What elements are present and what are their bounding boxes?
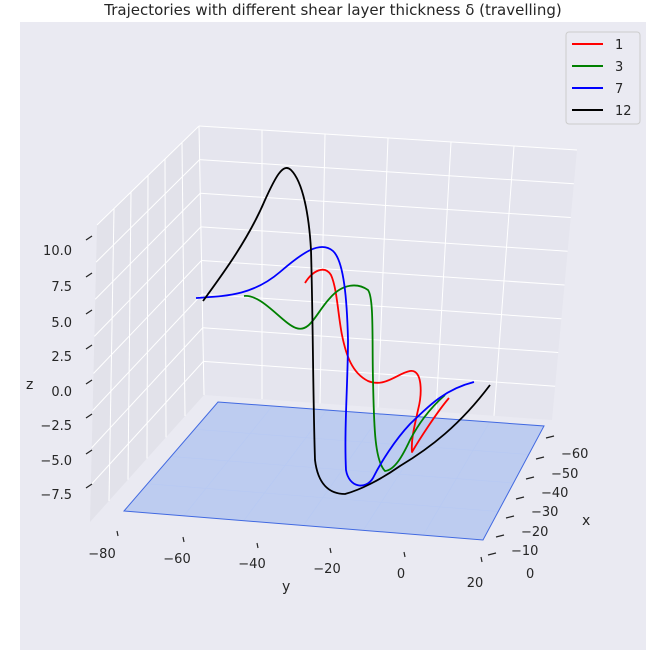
z-tick xyxy=(85,413,93,419)
y-axis-label: y xyxy=(282,579,290,595)
legend: 1 3 7 12 xyxy=(565,31,641,125)
y-tick xyxy=(182,536,185,543)
back-hgrid xyxy=(199,159,574,185)
x-tick-label: −20 xyxy=(521,525,548,540)
z-plane xyxy=(122,401,545,541)
series-line-1 xyxy=(304,268,450,453)
pane-edge xyxy=(96,125,200,226)
x-axis-label: x xyxy=(582,513,590,529)
y-tick xyxy=(329,547,332,554)
z-tick xyxy=(85,272,93,278)
left-hgrid xyxy=(91,327,204,449)
legend-label-7: 7 xyxy=(615,82,623,97)
z-tick xyxy=(85,449,93,455)
left-hgrid xyxy=(94,192,201,300)
x-tick-label: −10 xyxy=(511,544,538,559)
z-tick-label: 5.0 xyxy=(51,316,72,331)
back-hgrid xyxy=(202,327,559,353)
back-hgrid xyxy=(200,192,571,218)
legend-label-12: 12 xyxy=(615,104,632,119)
y-tick-label: −60 xyxy=(163,552,190,567)
back-hgrid xyxy=(202,293,562,320)
z-tick-label: 10.0 xyxy=(43,244,72,259)
x-tick xyxy=(495,534,505,538)
x-tick-label: −40 xyxy=(541,486,568,501)
z-tick xyxy=(85,379,93,385)
y-tick-label: −40 xyxy=(238,557,265,572)
legend-label-3: 3 xyxy=(615,60,623,75)
series-line-12 xyxy=(202,167,491,495)
x-tick xyxy=(487,552,497,556)
series-layer xyxy=(195,167,491,495)
axis-ticks: 10.0 7.5 5.0 2.5 0.0 −2.5 −5.0 −7.5 −80 −60 −40 −20… xyxy=(40,235,588,591)
x-tick xyxy=(525,476,535,480)
x-tick-label: −50 xyxy=(551,467,578,482)
y-tick-label: −80 xyxy=(88,547,115,562)
z-tick-label: 2.5 xyxy=(51,350,72,365)
z-tick xyxy=(85,483,93,489)
y-tick xyxy=(256,542,259,549)
z-tick xyxy=(85,344,93,350)
y-tick xyxy=(116,530,119,537)
x-tick xyxy=(545,435,555,439)
left-hgrid xyxy=(92,293,203,411)
x-tick xyxy=(515,496,525,500)
legend-box xyxy=(565,31,641,125)
z-tick-label: 0.0 xyxy=(51,385,72,400)
z-tick xyxy=(85,309,93,315)
z-tick-label: 7.5 xyxy=(51,280,72,295)
z-tick-label: −2.5 xyxy=(40,419,72,434)
y-tick-label: 0 xyxy=(397,567,405,582)
x-tick-label: −30 xyxy=(531,505,558,520)
x-tick-label: −60 xyxy=(561,447,588,462)
y-tick-label: 20 xyxy=(467,576,484,591)
z-axis-label: z xyxy=(26,377,33,393)
x-tick xyxy=(535,456,545,460)
z-tick-label: −5.0 xyxy=(40,454,72,469)
back-hgrid xyxy=(203,360,556,387)
y-tick xyxy=(480,556,483,563)
chart-title: Trajectories with different shear layer … xyxy=(103,1,561,19)
series-line-7 xyxy=(195,246,475,487)
left-hgrid xyxy=(95,159,200,263)
pane-edge xyxy=(198,125,578,151)
back-hgrid xyxy=(201,260,565,286)
z-tick xyxy=(85,235,93,241)
legend-label-1: 1 xyxy=(615,38,623,53)
left-hgrid xyxy=(90,361,204,486)
series-line-3 xyxy=(243,284,446,472)
x-tick-label: 0 xyxy=(526,567,534,582)
back-hgrid xyxy=(200,226,568,252)
y-tick-label: −20 xyxy=(313,562,340,577)
pane-edge xyxy=(198,125,205,396)
x-tick xyxy=(505,515,515,519)
z-tick-label: −7.5 xyxy=(40,488,72,503)
left-hgrid xyxy=(94,226,202,337)
left-hgrid xyxy=(93,260,202,374)
y-tick xyxy=(403,551,406,558)
